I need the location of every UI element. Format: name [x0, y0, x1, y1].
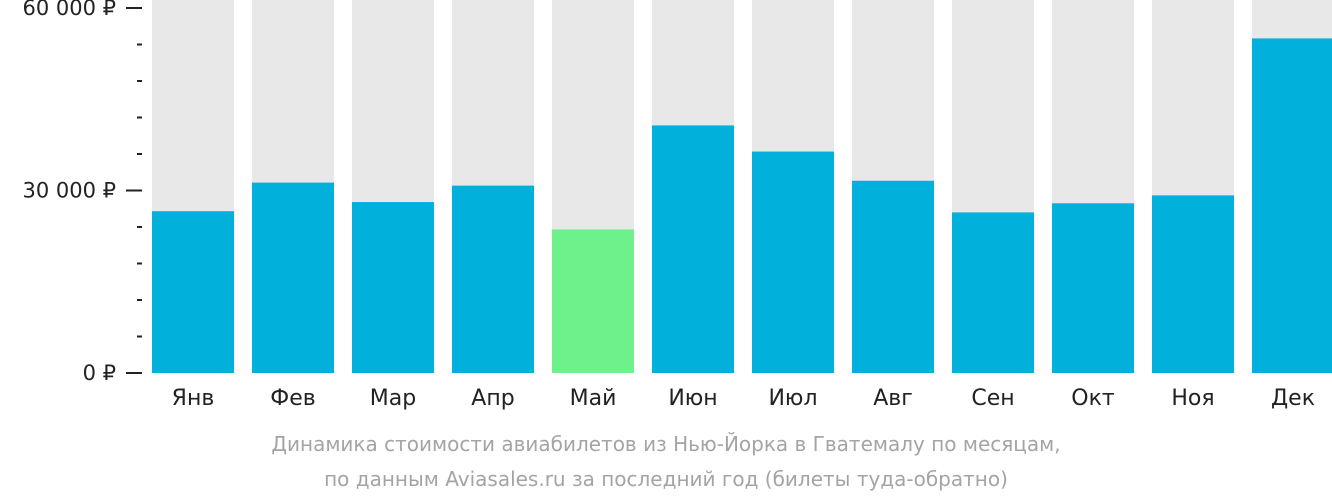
bar-Дек[interactable] [1252, 38, 1332, 374]
y-axis: 0 ₽ 30 000 ₽ 60 000 ₽ [22, 0, 142, 385]
chart-subtitle: по данным Aviasales.ru за последний год … [324, 467, 1008, 491]
x-tick-label: Июн [668, 386, 717, 411]
y-tick-label: 0 ₽ [83, 361, 116, 385]
x-tick-label: Окт [1071, 386, 1115, 411]
x-tick-label: Мар [370, 386, 416, 411]
bar-Ноя[interactable] [1152, 195, 1234, 373]
bar-Апр[interactable] [452, 185, 534, 373]
bar-Июл[interactable] [752, 151, 834, 373]
bar-Июн[interactable] [652, 125, 734, 374]
x-tick-label: Май [570, 386, 617, 411]
bar-Авг[interactable] [852, 180, 934, 373]
bar-Май[interactable] [552, 229, 634, 373]
x-tick-label: Дек [1271, 386, 1315, 411]
chart-title: Динамика стоимости авиабилетов из Нью-Йо… [271, 432, 1061, 456]
x-tick-label: Июл [768, 386, 817, 411]
bar-Мар[interactable] [352, 202, 434, 373]
x-axis: Янв Фев Мар Апр Май Июн Июл Авг Сен Окт Ноя Дек [172, 386, 1315, 411]
y-tick-label: 30 000 ₽ [22, 179, 116, 203]
bars [152, 38, 1332, 374]
x-tick-label: Ноя [1171, 386, 1214, 411]
price-chart: 0 ₽ 30 000 ₽ 60 000 ₽ Янв Фев Мар Апр Май Июн Ию… [22, 0, 1332, 411]
bar-Окт[interactable] [1052, 203, 1134, 373]
y-tick-label: 60 000 ₽ [22, 0, 116, 20]
bar-Сен[interactable] [952, 212, 1034, 373]
x-tick-label: Апр [471, 386, 514, 411]
x-tick-label: Янв [172, 386, 215, 411]
x-tick-label: Авг [873, 386, 913, 411]
bar-Фев[interactable] [252, 182, 334, 373]
bar-Янв[interactable] [152, 211, 234, 373]
x-tick-label: Сен [971, 386, 1014, 411]
x-tick-label: Фев [270, 386, 315, 411]
